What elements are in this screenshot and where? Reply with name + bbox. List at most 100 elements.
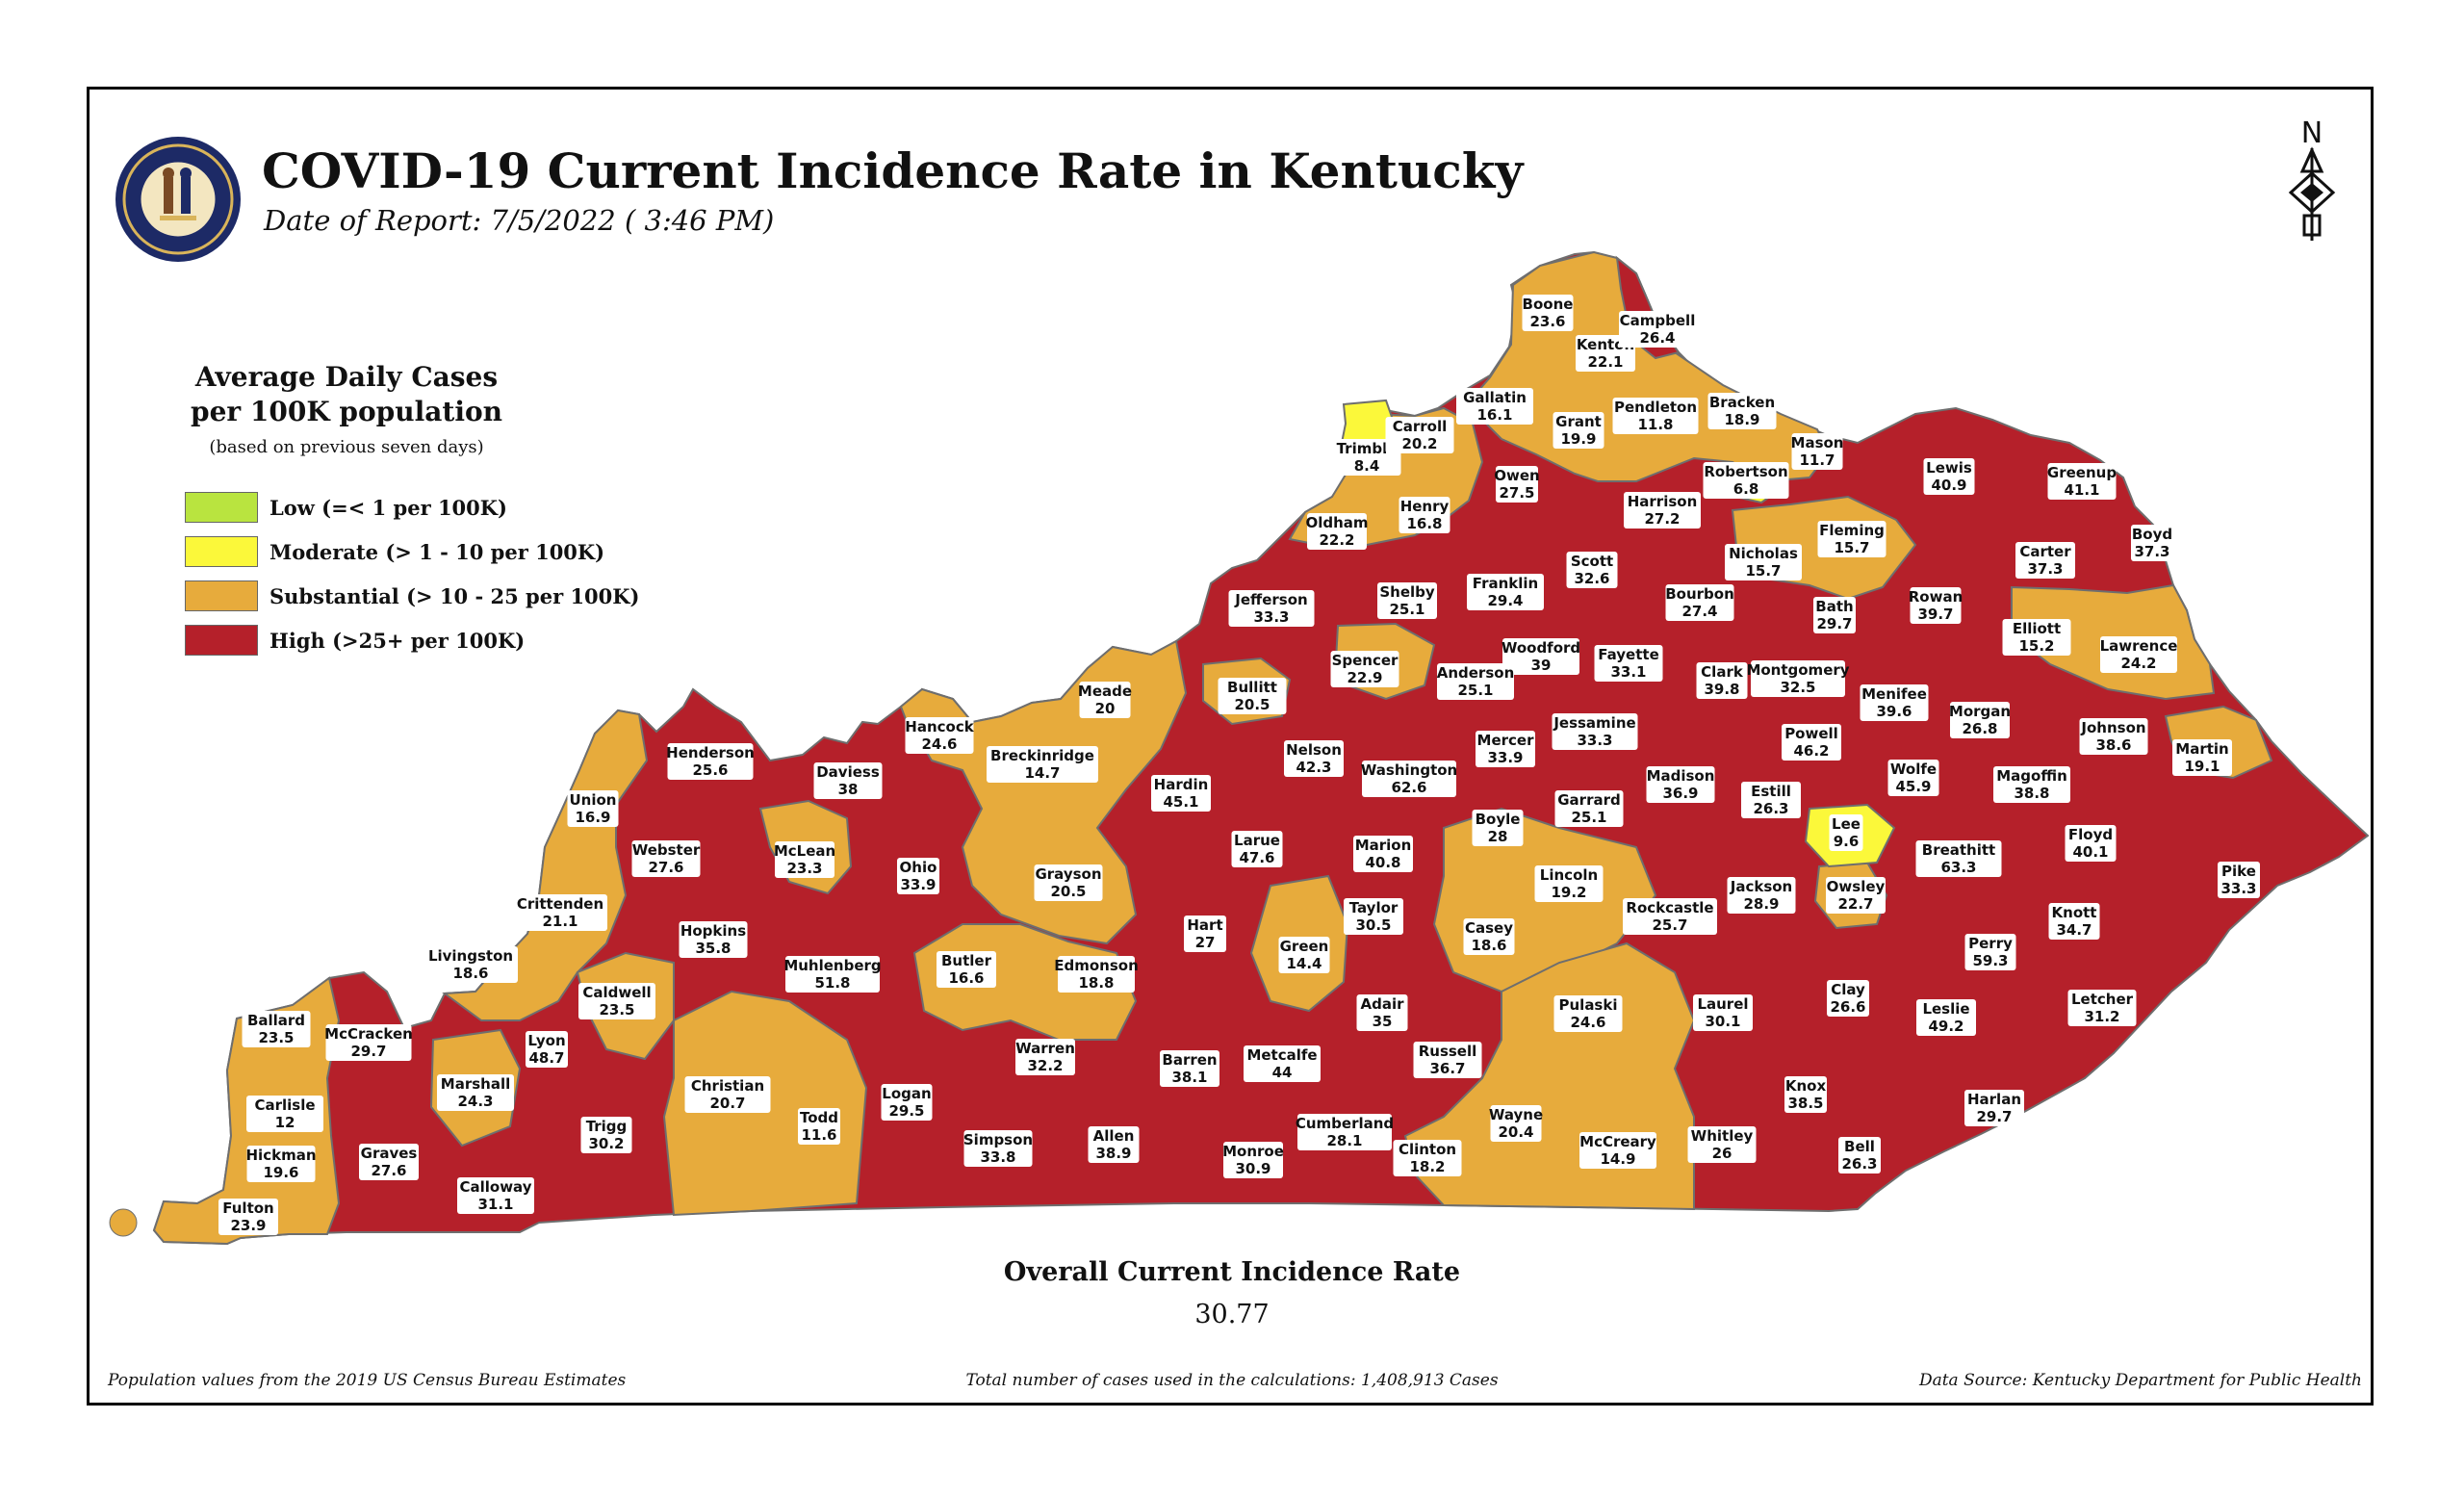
- county-name: Johnson: [2080, 719, 2145, 736]
- county-value: 20.5: [1234, 696, 1270, 713]
- county-value: 36.9: [1662, 785, 1698, 802]
- county-label-bg: [1244, 1045, 1321, 1082]
- county-label-bg: [1887, 760, 1939, 796]
- county-value: 42.3: [1296, 759, 1331, 776]
- legend-label: Low (=< 1 per 100K): [270, 495, 507, 520]
- report-date: Date of Report: 7/5/2022 ( 3:46 PM): [264, 204, 775, 237]
- county-name: Laurel: [1697, 995, 1748, 1013]
- county-name: Taylor: [1349, 899, 1399, 916]
- county-value: 6.8: [1733, 480, 1759, 498]
- county-name: Henderson: [666, 744, 755, 761]
- county-label-bg: [2131, 525, 2173, 561]
- county-label-bg: [1467, 574, 1544, 610]
- county-value: 30.1: [1705, 1013, 1740, 1030]
- county-value: 14.7: [1024, 764, 1060, 782]
- county-name: Warren: [1015, 1040, 1075, 1057]
- county-label-bg: [1399, 497, 1450, 533]
- county-label-bg: [2079, 718, 2148, 755]
- county-label-bg: [905, 717, 974, 754]
- county-value: 45.9: [1895, 778, 1931, 795]
- county-label-bg: [1665, 584, 1734, 621]
- county-name: Martin: [2175, 740, 2228, 758]
- county-value: 33.1: [1610, 663, 1646, 681]
- county-label-bg: [1284, 740, 1344, 777]
- county-name: Adair: [1360, 995, 1404, 1013]
- county-name: Letcher: [2071, 991, 2134, 1008]
- county-label-bg: [1184, 916, 1226, 952]
- county-label-bg: [785, 956, 880, 993]
- county-value: 24.3: [457, 1093, 493, 1110]
- county-value: 16.9: [575, 809, 610, 826]
- county-value: 62.6: [1391, 779, 1426, 796]
- county-name: Nelson: [1286, 741, 1342, 759]
- county-value: 29.4: [1487, 592, 1523, 609]
- county-name: Rockcastle: [1626, 899, 1713, 916]
- county-label-bg: [513, 894, 607, 931]
- county-name: Knott: [2052, 904, 2097, 921]
- county-value: 41.1: [2064, 481, 2099, 499]
- county-value: 26.4: [1639, 329, 1675, 347]
- county-label-bg: [2172, 739, 2232, 776]
- county-value: 31.1: [477, 1196, 513, 1213]
- county-label-bg: [775, 841, 834, 878]
- county-name: Mercer: [1477, 732, 1535, 749]
- county-label-bg: [1817, 521, 1886, 557]
- kentucky-seal-logo: [116, 137, 241, 262]
- county-name: Morgan: [1949, 703, 2011, 720]
- overall-rate-title: Overall Current Incidence Rate: [1003, 1257, 1461, 1287]
- county-value: 8.4: [1354, 457, 1380, 475]
- county-label-bg: [1553, 412, 1604, 449]
- county-name: Wolfe: [1890, 761, 1937, 778]
- county-value: 14.4: [1286, 955, 1322, 972]
- county-label-bg: [2002, 619, 2071, 656]
- county-name: Trigg: [586, 1118, 628, 1135]
- county-value: 26.6: [1830, 998, 1865, 1016]
- county-label-bg: [1496, 466, 1538, 503]
- county-name: Lee: [1832, 815, 1861, 833]
- county-label-bg: [1813, 597, 1856, 633]
- county-name: Pike: [2221, 863, 2256, 880]
- county-label-bg: [679, 921, 748, 958]
- county-label-bg: [1088, 1126, 1140, 1163]
- county-label-bg: [1950, 702, 2010, 738]
- county-value: 40.1: [2072, 843, 2108, 861]
- county-label-bg: [1579, 1132, 1656, 1169]
- county-value: 24.2: [2120, 655, 2156, 672]
- county-label-bg: [1923, 458, 1975, 495]
- county-label-bg: [2067, 990, 2137, 1026]
- county-name: Green: [1280, 938, 1329, 955]
- county-label-bg: [325, 1024, 412, 1061]
- county-value: 39: [1531, 657, 1552, 674]
- county-value: 29.5: [888, 1102, 924, 1120]
- county-name: Simpson: [963, 1131, 1033, 1148]
- county-name: Casey: [1465, 919, 1513, 937]
- legend-swatch: [185, 536, 258, 567]
- county-label-bg: [1160, 1050, 1219, 1087]
- county-name: Powell: [1784, 725, 1838, 742]
- county-value: 29.7: [350, 1043, 386, 1060]
- county-label-bg: [1619, 311, 1696, 348]
- county-name: Jessamine: [1553, 714, 1635, 732]
- county-label-bg: [2015, 542, 2075, 579]
